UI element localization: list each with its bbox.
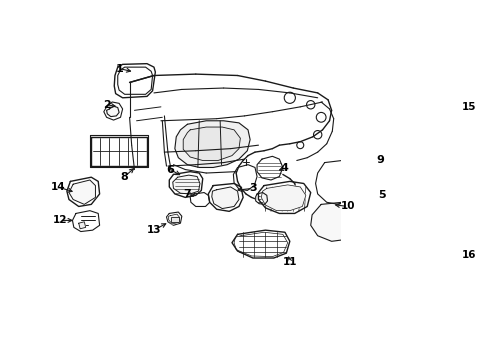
Text: 15: 15 xyxy=(461,102,475,112)
Polygon shape xyxy=(175,121,249,167)
Polygon shape xyxy=(208,184,243,211)
Polygon shape xyxy=(401,232,463,280)
Text: 9: 9 xyxy=(376,156,384,166)
Text: 16: 16 xyxy=(461,250,475,260)
Polygon shape xyxy=(118,67,152,94)
Polygon shape xyxy=(416,82,421,88)
Polygon shape xyxy=(430,82,435,88)
Polygon shape xyxy=(463,99,468,103)
Polygon shape xyxy=(258,181,310,213)
Polygon shape xyxy=(79,222,85,229)
Polygon shape xyxy=(310,202,362,241)
Polygon shape xyxy=(432,234,445,246)
Polygon shape xyxy=(417,234,429,246)
Polygon shape xyxy=(69,180,95,204)
Text: 2: 2 xyxy=(102,100,110,110)
Polygon shape xyxy=(463,105,468,110)
Polygon shape xyxy=(231,230,289,258)
Text: 13: 13 xyxy=(146,225,161,235)
Text: 4: 4 xyxy=(280,163,287,173)
Polygon shape xyxy=(169,172,203,197)
Polygon shape xyxy=(211,187,239,208)
Polygon shape xyxy=(463,91,468,96)
Text: 5: 5 xyxy=(378,190,386,200)
Polygon shape xyxy=(432,249,445,261)
Polygon shape xyxy=(447,264,460,277)
Polygon shape xyxy=(458,82,463,88)
Polygon shape xyxy=(414,82,460,88)
Text: 3: 3 xyxy=(248,183,256,193)
Polygon shape xyxy=(402,264,414,277)
Polygon shape xyxy=(103,102,122,120)
Text: 8: 8 xyxy=(121,171,128,181)
Polygon shape xyxy=(183,127,240,161)
Polygon shape xyxy=(437,82,442,88)
Polygon shape xyxy=(402,234,414,246)
Polygon shape xyxy=(106,106,119,117)
Polygon shape xyxy=(261,185,305,211)
Polygon shape xyxy=(444,82,449,88)
Polygon shape xyxy=(432,264,445,277)
Polygon shape xyxy=(417,249,429,261)
Text: 1: 1 xyxy=(115,63,123,73)
Text: 11: 11 xyxy=(282,257,296,267)
Polygon shape xyxy=(417,264,429,277)
Polygon shape xyxy=(424,82,428,88)
Polygon shape xyxy=(190,193,209,207)
Polygon shape xyxy=(166,212,182,225)
Polygon shape xyxy=(447,249,460,261)
Text: 6: 6 xyxy=(166,165,174,175)
Polygon shape xyxy=(447,234,460,246)
Text: 10: 10 xyxy=(340,202,354,211)
Polygon shape xyxy=(463,112,468,117)
FancyBboxPatch shape xyxy=(170,217,179,222)
Polygon shape xyxy=(315,161,362,204)
Polygon shape xyxy=(463,126,468,131)
Polygon shape xyxy=(257,156,282,180)
Polygon shape xyxy=(463,120,468,124)
Polygon shape xyxy=(233,165,257,190)
Polygon shape xyxy=(168,214,180,224)
Polygon shape xyxy=(114,64,155,98)
Polygon shape xyxy=(67,177,100,207)
Text: 7: 7 xyxy=(183,189,191,199)
Polygon shape xyxy=(255,193,267,204)
Polygon shape xyxy=(451,82,456,88)
Polygon shape xyxy=(91,137,147,166)
Polygon shape xyxy=(402,249,414,261)
Polygon shape xyxy=(411,88,463,133)
Text: 12: 12 xyxy=(53,215,67,225)
Text: 14: 14 xyxy=(50,182,65,192)
Polygon shape xyxy=(72,211,100,231)
Polygon shape xyxy=(172,175,200,194)
